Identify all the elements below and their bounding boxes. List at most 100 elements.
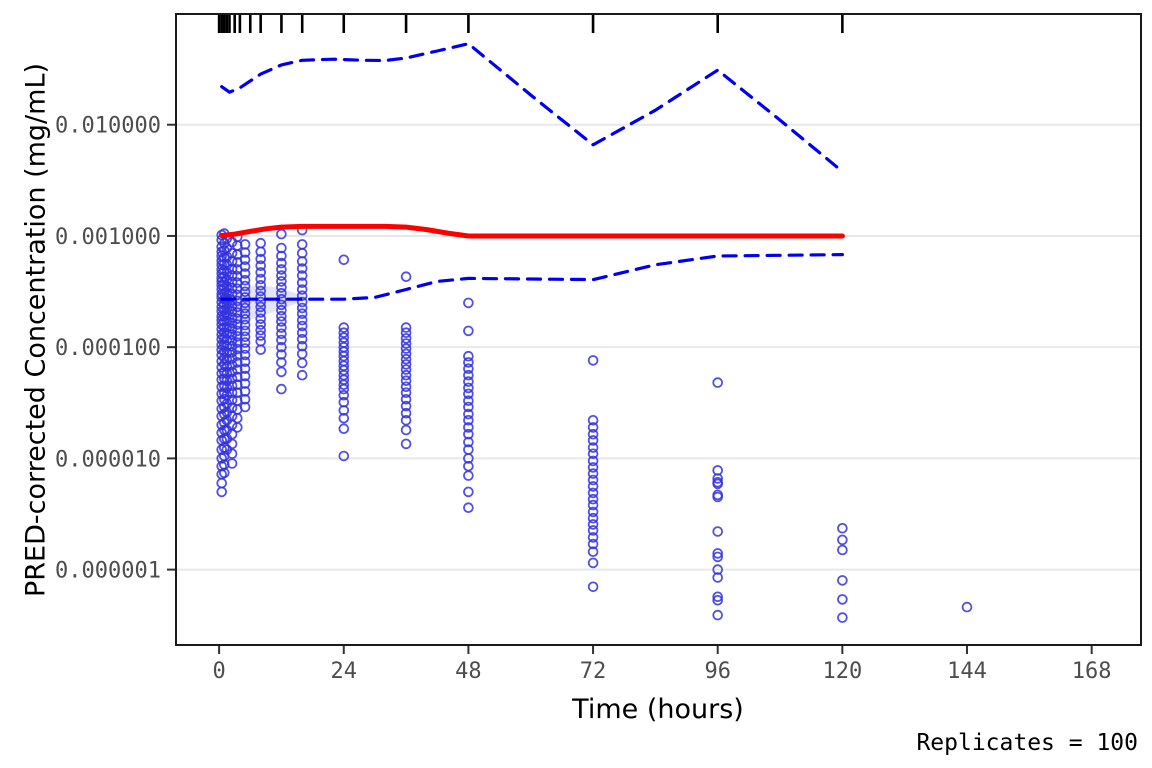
data-point	[226, 263, 238, 275]
data-point	[216, 453, 228, 464]
data-point	[226, 394, 238, 406]
data-point	[239, 401, 251, 413]
data-point	[463, 401, 474, 413]
data-point	[232, 313, 243, 325]
data-point	[463, 436, 474, 448]
data-point	[226, 387, 238, 399]
data-point	[276, 264, 287, 275]
data-point	[837, 575, 848, 586]
data-point	[276, 228, 287, 240]
data-point	[296, 327, 308, 339]
y-axis: 0.010000 0.001000 0.000100 0.000010 0.000001	[55, 114, 175, 584]
data-point	[712, 551, 723, 563]
data-point	[296, 263, 308, 274]
data-point	[296, 357, 308, 369]
data-point	[276, 299, 287, 311]
data-point	[463, 357, 474, 368]
x-tick-label: 0	[212, 659, 225, 684]
data-point	[255, 296, 267, 308]
data-point	[219, 373, 230, 385]
data-point	[712, 526, 723, 537]
median-line	[219, 223, 845, 239]
data-point	[400, 414, 412, 426]
data-point	[239, 292, 251, 303]
data-point	[226, 380, 238, 392]
replicates-caption: Replicates = 100	[916, 730, 1138, 756]
data-point	[338, 327, 350, 339]
data-point	[276, 366, 287, 378]
data-point	[255, 324, 267, 336]
data-point	[400, 407, 412, 419]
data-point	[587, 462, 599, 473]
data-point	[400, 338, 412, 349]
data-point	[276, 257, 287, 269]
data-point	[255, 344, 267, 356]
data-point	[239, 302, 251, 314]
panel-background	[176, 14, 1141, 645]
data-point	[239, 308, 251, 320]
data-point	[400, 322, 412, 333]
data-point	[463, 350, 474, 362]
data-point	[255, 246, 267, 258]
data-point	[463, 363, 474, 375]
data-point	[463, 388, 474, 400]
data-point	[712, 473, 723, 484]
data-point	[296, 333, 308, 345]
data-point	[296, 314, 308, 326]
data-point	[463, 395, 474, 407]
data-point	[255, 330, 267, 341]
data-point	[239, 319, 251, 331]
data-point	[239, 254, 251, 266]
data-point	[587, 538, 599, 550]
data-point	[221, 347, 233, 359]
rug-marks	[217, 15, 844, 33]
panel-border	[175, 13, 1142, 646]
data-point	[587, 546, 599, 557]
data-point	[587, 435, 599, 446]
data-point	[239, 363, 251, 375]
data-point	[463, 297, 474, 309]
data-point	[463, 428, 474, 440]
x-tick-label: 48	[455, 659, 482, 684]
data-point	[400, 387, 412, 399]
data-point	[226, 270, 238, 281]
data-point	[276, 304, 287, 316]
data-point	[296, 340, 308, 352]
x-tick-label: 120	[822, 659, 862, 684]
data-point	[239, 378, 251, 389]
data-point	[587, 512, 599, 524]
data-point	[296, 369, 308, 381]
data-point	[276, 334, 287, 346]
data-point	[587, 481, 599, 492]
y-tick-label: 0.010000	[55, 114, 161, 139]
data-point	[338, 389, 350, 401]
data-point	[712, 591, 723, 603]
data-point	[232, 357, 243, 368]
data-point	[296, 277, 308, 289]
data-point	[232, 422, 243, 433]
data-point	[232, 331, 243, 342]
data-point	[255, 313, 267, 325]
data-point	[296, 290, 308, 302]
data-point	[239, 349, 251, 361]
data-point	[338, 379, 350, 391]
y-axis-title: PRED-corrected Concentration (mg/mL)	[20, 62, 52, 598]
data-point	[276, 282, 287, 293]
data-point	[587, 428, 599, 440]
data-point	[587, 493, 599, 505]
data-point	[587, 506, 599, 518]
x-tick-label: 144	[947, 659, 987, 684]
data-point	[226, 346, 238, 358]
data-point	[296, 270, 308, 281]
data-point	[400, 343, 412, 354]
data-point	[463, 502, 474, 514]
data-point	[400, 271, 412, 283]
data-point	[463, 470, 474, 481]
y-tick-label: 0.001000	[55, 225, 161, 250]
data-point	[255, 279, 267, 291]
data-point	[255, 260, 267, 272]
x-tick-label: 168	[1072, 659, 1112, 684]
data-point	[587, 355, 599, 366]
data-point	[400, 364, 412, 375]
